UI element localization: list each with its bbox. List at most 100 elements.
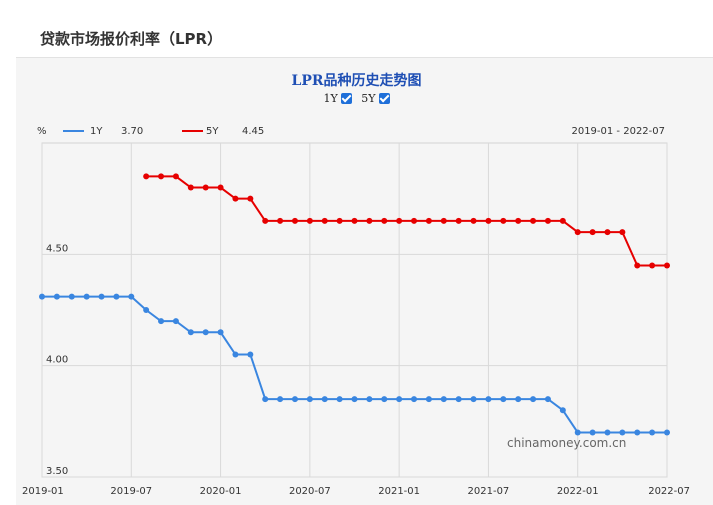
x-tick-label: 2020-01	[200, 486, 242, 497]
data-point-1y[interactable]	[411, 396, 418, 403]
data-point-5y[interactable]	[291, 217, 298, 224]
data-point-1y[interactable]	[128, 293, 135, 300]
data-point-5y[interactable]	[232, 195, 239, 202]
data-point-1y[interactable]	[39, 293, 45, 300]
data-point-1y[interactable]	[113, 293, 120, 300]
data-point-5y[interactable]	[247, 195, 254, 202]
data-point-5y[interactable]	[351, 217, 358, 224]
data-point-5y[interactable]	[619, 229, 626, 236]
data-point-1y[interactable]	[485, 396, 492, 403]
data-point-1y[interactable]	[425, 396, 432, 403]
data-point-5y[interactable]	[530, 217, 537, 224]
data-point-1y[interactable]	[172, 318, 179, 325]
y-axis: 4.50 4.00 3.50	[46, 243, 68, 477]
data-point-1y[interactable]	[396, 396, 403, 403]
data-point-5y[interactable]	[172, 173, 179, 180]
data-point-1y[interactable]	[634, 429, 641, 436]
data-point-1y[interactable]	[291, 396, 298, 403]
data-point-5y[interactable]	[500, 217, 507, 224]
toggle-1y-label: 1Y	[323, 92, 338, 105]
data-point-5y[interactable]	[336, 217, 343, 224]
data-point-1y[interactable]	[664, 429, 670, 436]
data-point-5y[interactable]	[515, 217, 522, 224]
data-point-5y[interactable]	[306, 217, 313, 224]
x-tick-label: 2019-01	[22, 486, 64, 497]
series-line-5y	[146, 175, 667, 267]
legend: % 1Y 3.70 5Y 4.45 2019-01 - 2022-07	[37, 126, 665, 137]
data-point-1y[interactable]	[440, 396, 447, 403]
toggle-1y[interactable]: 1Y	[323, 92, 352, 105]
toggle-1y-checkbox[interactable]	[340, 93, 352, 104]
data-point-1y[interactable]	[589, 429, 596, 436]
series-5y	[143, 173, 670, 269]
data-point-5y[interactable]	[202, 184, 209, 191]
data-point-1y[interactable]	[470, 396, 477, 403]
data-point-1y[interactable]	[544, 396, 551, 403]
data-point-5y[interactable]	[589, 229, 596, 236]
series-toggles: 1Y 5Y	[0, 92, 713, 105]
data-point-1y[interactable]	[202, 329, 209, 336]
data-point-5y[interactable]	[544, 217, 551, 224]
data-point-1y[interactable]	[187, 329, 194, 336]
data-point-1y[interactable]	[604, 429, 611, 436]
data-point-1y[interactable]	[83, 293, 90, 300]
data-point-5y[interactable]	[664, 262, 670, 269]
data-point-1y[interactable]	[619, 429, 626, 436]
data-point-1y[interactable]	[574, 429, 581, 436]
watermark: chinamoney.com.cn	[507, 436, 626, 450]
x-tick-label: 2020-07	[289, 486, 331, 497]
x-axis: 2019-01 2019-07 2020-01 2020-07 2021-01 2021-…	[22, 486, 690, 497]
data-point-5y[interactable]	[158, 173, 165, 180]
data-point-5y[interactable]	[574, 229, 581, 236]
x-tick-label: 2022-01	[557, 486, 599, 497]
data-point-1y[interactable]	[381, 396, 388, 403]
legend-5y-value: 4.45	[242, 126, 264, 137]
toggle-5y-checkbox[interactable]	[378, 93, 390, 104]
data-point-1y[interactable]	[336, 396, 343, 403]
data-point-1y[interactable]	[366, 396, 373, 403]
data-point-5y[interactable]	[366, 217, 373, 224]
legend-1y-value: 3.70	[121, 126, 143, 137]
data-point-5y[interactable]	[470, 217, 477, 224]
data-point-5y[interactable]	[277, 217, 284, 224]
toggle-5y[interactable]: 5Y	[361, 92, 390, 105]
data-point-5y[interactable]	[381, 217, 388, 224]
data-point-5y[interactable]	[262, 217, 269, 224]
data-point-1y[interactable]	[455, 396, 462, 403]
data-point-1y[interactable]	[500, 396, 507, 403]
data-point-1y[interactable]	[143, 307, 150, 313]
data-point-1y[interactable]	[559, 407, 566, 414]
data-point-1y[interactable]	[530, 396, 537, 403]
data-point-5y[interactable]	[217, 184, 224, 191]
data-point-5y[interactable]	[455, 217, 462, 224]
data-point-1y[interactable]	[649, 429, 656, 436]
data-point-5y[interactable]	[321, 217, 328, 224]
data-point-5y[interactable]	[187, 184, 194, 191]
data-point-1y[interactable]	[321, 396, 328, 403]
data-point-5y[interactable]	[143, 173, 150, 180]
data-point-1y[interactable]	[158, 318, 165, 325]
data-point-1y[interactable]	[53, 293, 60, 300]
data-point-1y[interactable]	[515, 396, 522, 403]
data-point-5y[interactable]	[440, 217, 447, 224]
data-point-1y[interactable]	[351, 396, 358, 403]
data-point-1y[interactable]	[217, 329, 224, 336]
data-point-5y[interactable]	[411, 217, 418, 224]
data-point-1y[interactable]	[247, 351, 254, 358]
data-point-5y[interactable]	[634, 262, 641, 269]
data-point-1y[interactable]	[277, 396, 284, 403]
data-point-1y[interactable]	[98, 293, 105, 300]
data-point-5y[interactable]	[604, 229, 611, 236]
data-point-5y[interactable]	[559, 217, 566, 224]
data-point-5y[interactable]	[485, 217, 492, 224]
data-point-5y[interactable]	[425, 217, 432, 224]
data-point-5y[interactable]	[649, 262, 656, 269]
data-point-1y[interactable]	[68, 293, 75, 300]
data-point-5y[interactable]	[396, 217, 403, 224]
toggle-5y-label: 5Y	[361, 92, 376, 105]
data-point-1y[interactable]	[306, 396, 313, 403]
data-point-1y[interactable]	[232, 351, 239, 358]
data-point-1y[interactable]	[262, 396, 269, 403]
x-tick-label: 2021-07	[468, 486, 510, 497]
